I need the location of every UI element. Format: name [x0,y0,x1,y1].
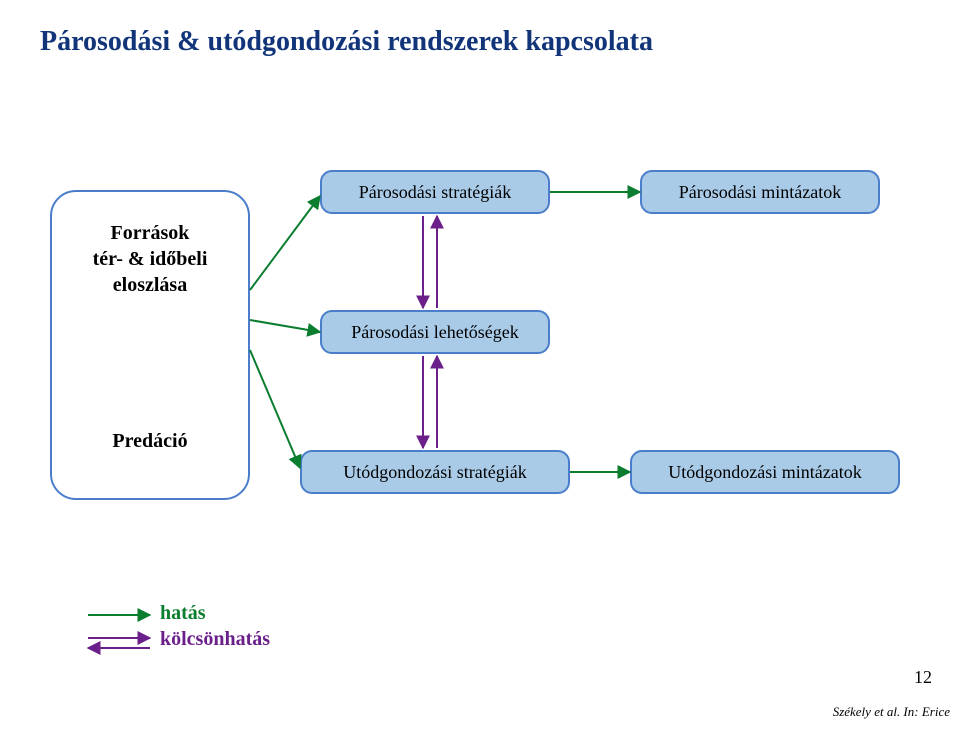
node-label: Párosodási stratégiák [359,182,511,203]
node-label: Párosodási mintázatok [679,182,841,203]
node-utodgondozasi-mintazatok: Utódgondozási mintázatok [630,450,900,494]
legend-hatas: hatás [160,602,206,625]
node-parosodasi-lehetosegek: Párosodási lehetőségek [320,310,550,354]
resources-label: Források tér- & időbeli eloszlása [50,220,250,298]
page-title: Párosodási & utódgondozási rendszerek ka… [40,26,653,58]
node-parosodasi-strategiak: Párosodási stratégiák [320,170,550,214]
node-utodgondozasi-strategiak: Utódgondozási stratégiák [300,450,570,494]
node-label: Utódgondozási mintázatok [668,462,861,483]
resources-line-2: tér- & időbeli [50,246,250,272]
predation-label: Predáció [50,430,250,453]
resources-line-1: Források [50,220,250,246]
node-label: Párosodási lehetőségek [351,322,518,343]
page-number: 12 [914,667,932,688]
source-citation: Székely et al. In: Erice [833,704,950,720]
node-label: Utódgondozási stratégiák [343,462,526,483]
legend: hatás kölcsönhatás [160,600,400,660]
legend-kolcsonhatas: kölcsönhatás [160,628,270,651]
node-parosodasi-mintazatok: Párosodási mintázatok [640,170,880,214]
resources-line-3: eloszlása [50,272,250,298]
